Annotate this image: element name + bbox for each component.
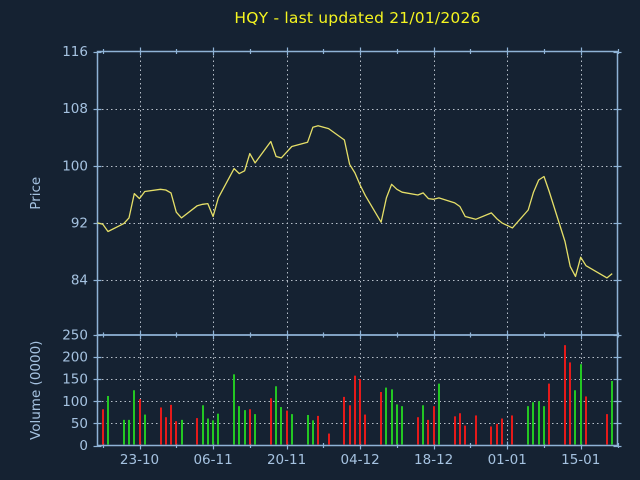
volume-bar [459,413,461,445]
volume-bar [212,420,214,445]
volume-bar [275,386,277,445]
volume-bar [548,383,550,445]
chart-title: HQY - last updated 21/01/2026 [234,9,481,27]
price-axis-label: Price [28,177,44,210]
volume-bar [328,433,330,445]
volume-bar [270,398,272,445]
volume-bar [175,421,177,445]
volume-ytick-label: 150 [62,372,88,388]
volume-bar [606,414,608,445]
volume-bar [317,415,319,445]
volume-bar [454,416,456,445]
volume-bar [580,364,582,445]
volume-bar [181,419,183,445]
x-tick-label: 15-01 [561,452,600,468]
volume-bar [102,409,104,445]
x-tick-label: 04-12 [341,452,380,468]
volume-bar [280,407,282,445]
volume-bar [123,419,125,445]
volume-bar [244,410,246,445]
volume-bar [128,419,130,445]
price-ytick-label: 116 [62,44,88,60]
volume-bar [433,406,435,445]
volume-bar [170,404,172,445]
volume-bar [249,409,251,445]
x-tick-label: 18-12 [414,452,453,468]
panel-border [96,334,619,447]
volume-bar [139,399,141,445]
volume-bar [532,402,534,445]
volume-bar [475,415,477,445]
price-ytick-label: 84 [71,273,88,289]
volume-bar [396,404,398,445]
volume-bar [538,401,540,445]
volume-bar [286,410,288,445]
volume-bar [254,414,256,445]
volume-bar [501,418,503,445]
volume-bar [364,414,366,445]
volume-bar [354,375,356,445]
volume-bar [343,396,345,445]
volume-bar [391,389,393,445]
price-ytick-label: 108 [62,101,88,117]
volume-bar [307,415,309,445]
volume-ytick-label: 50 [71,416,88,432]
volume-bar [511,415,513,445]
volume-bar [144,414,146,445]
volume-bar [464,425,466,445]
volume-bar [611,380,613,445]
volume-bar [490,426,492,445]
volume-bar [207,418,209,445]
volume-bar [422,405,424,445]
volume-axis-label: Volume (0000) [28,341,44,440]
volume-ytick-label: 200 [62,350,88,366]
x-tick-label: 20-11 [267,452,306,468]
volume-bar [574,390,576,445]
price-ytick-label: 92 [71,215,88,231]
volume-bar [133,390,135,445]
volume-bar [585,396,587,445]
volume-bar [496,423,498,445]
volume-ytick-label: 100 [62,394,88,410]
volume-bar [165,417,167,445]
price-line [97,125,613,279]
volume-bar [427,419,429,445]
volume-bar [196,418,198,445]
volume-bar [160,407,162,445]
volume-ytick-label: 0 [79,438,88,454]
volume-bar [291,414,293,445]
price-ytick-label: 100 [62,158,88,174]
volume-bar [401,406,403,445]
volume-bar [217,413,219,445]
volume-bar [349,405,351,445]
volume-bar [380,392,382,445]
x-tick-label: 06-11 [193,452,232,468]
volume-bar [543,406,545,445]
volume-ytick-label: 250 [62,328,88,344]
volume-bar [359,379,361,445]
volume-bar [312,420,314,445]
volume-bar [417,417,419,445]
volume-bar [527,406,529,445]
volume-bar [107,395,109,445]
volume-bar [238,406,240,445]
volume-bar [385,387,387,445]
x-tick-label: 23-10 [120,452,159,468]
volume-bar [202,405,204,445]
x-tick-label: 01-01 [488,452,527,468]
volume-bar [438,383,440,445]
volume-bar [569,362,571,445]
volume-bar [564,345,566,445]
volume-bar [233,374,235,445]
